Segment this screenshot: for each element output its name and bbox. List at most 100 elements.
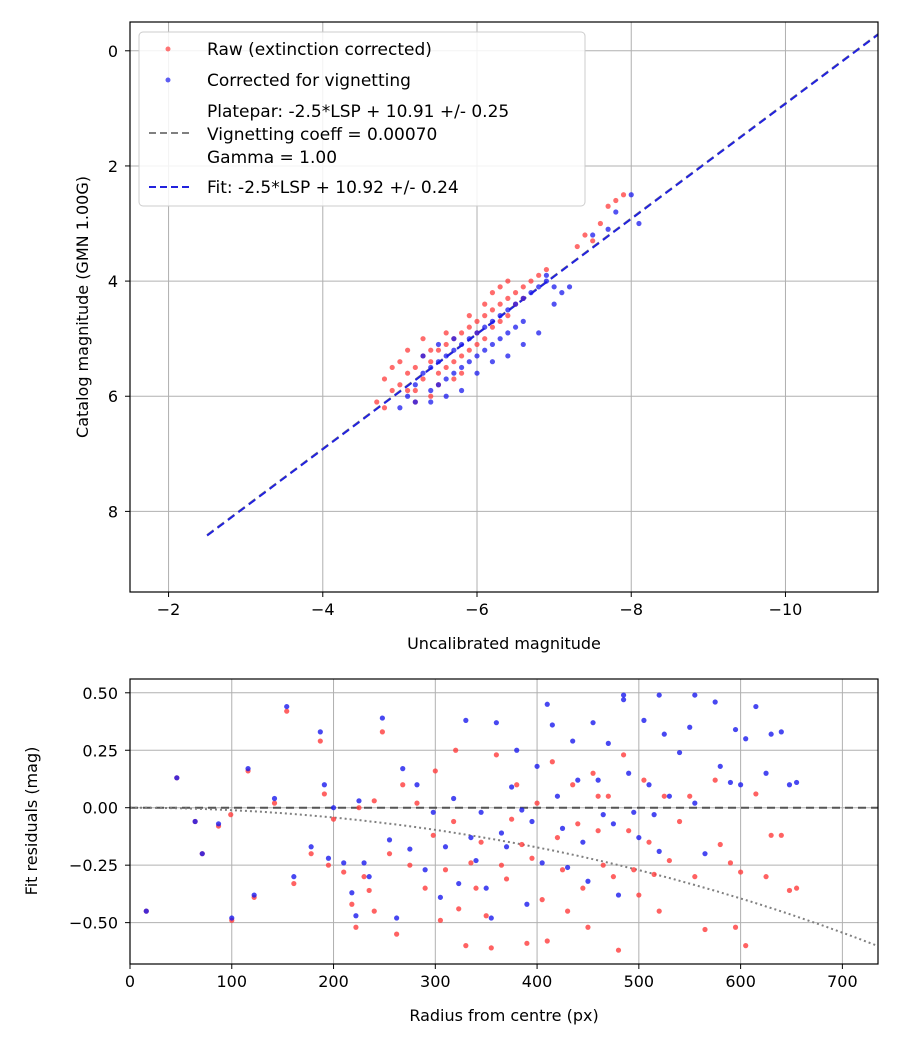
bottom-point — [349, 890, 355, 896]
bottom-point — [473, 857, 479, 864]
bottom-point — [284, 708, 290, 714]
bottom-point — [215, 821, 222, 827]
bottom-point — [743, 943, 749, 949]
legend: Raw (extinction corrected) Corrected for… — [138, 31, 586, 207]
bottom-point — [451, 818, 457, 825]
top-point — [474, 330, 480, 336]
bottom-x-tick-label: 200 — [318, 972, 349, 991]
bottom-point — [199, 851, 205, 857]
top-scatter-points — [374, 192, 642, 411]
top-point — [505, 307, 511, 313]
bottom-point — [245, 766, 251, 772]
bottom-point — [559, 825, 566, 831]
bottom-point — [570, 738, 576, 744]
top-plot-frame — [129, 21, 879, 593]
top-point — [605, 226, 611, 232]
top-point — [505, 330, 511, 336]
top-point — [428, 364, 434, 371]
bottom-point — [192, 818, 198, 825]
bottom-point — [580, 839, 586, 845]
bottom-point — [768, 731, 774, 737]
legend-box — [138, 31, 586, 207]
bottom-point — [291, 880, 297, 887]
bottom-x-tick-label: 300 — [420, 972, 451, 991]
bottom-point — [559, 867, 566, 873]
bottom-reference-lines — [130, 806, 878, 948]
bottom-point — [778, 729, 784, 735]
bottom-point — [478, 839, 484, 845]
bottom-point — [483, 913, 489, 919]
top-point — [451, 376, 457, 382]
bottom-point — [600, 862, 606, 868]
vignetting-curve — [130, 806, 878, 948]
top-point — [620, 192, 627, 198]
bottom-point — [379, 715, 385, 721]
bottom-point — [386, 837, 393, 843]
top-point — [435, 382, 442, 388]
top-point — [389, 364, 395, 371]
bottom-point — [422, 885, 428, 891]
legend-corrected-label: Corrected for vignetting — [207, 71, 411, 91]
bottom-point — [636, 834, 642, 841]
bottom-point — [483, 885, 489, 891]
bottom-point — [366, 887, 372, 894]
bottom-point — [605, 740, 611, 746]
bottom-point — [529, 818, 535, 825]
top-point — [466, 359, 472, 365]
bottom-point — [727, 779, 734, 786]
bottom-point — [353, 913, 359, 919]
bottom-point — [666, 857, 672, 864]
bottom-point — [620, 697, 627, 703]
bottom-point — [727, 860, 734, 866]
top-point — [397, 359, 403, 365]
top-point — [505, 295, 511, 301]
bottom-point — [656, 692, 662, 698]
bottom-point — [514, 747, 520, 753]
top-point — [536, 284, 542, 290]
top-point — [420, 353, 426, 359]
bottom-point — [317, 738, 323, 744]
bottom-point — [422, 867, 428, 873]
top-y-tick-label: 8 — [108, 502, 118, 521]
bottom-point — [656, 908, 662, 914]
bottom-point — [661, 731, 667, 737]
top-point — [435, 370, 442, 376]
bottom-point — [488, 915, 494, 921]
bottom-point — [641, 717, 647, 723]
bottom-point — [456, 906, 462, 912]
bottom-point — [610, 821, 617, 827]
top-point — [520, 318, 526, 324]
top-point — [466, 336, 472, 342]
bottom-point — [712, 699, 718, 705]
top-x-tick-label: −8 — [619, 600, 643, 619]
top-point — [443, 376, 449, 382]
bottom-point — [361, 860, 367, 866]
top-y-tick-label: 6 — [108, 387, 118, 406]
bottom-point — [575, 777, 581, 783]
bottom-point — [631, 867, 637, 873]
bottom-point — [394, 915, 400, 921]
bottom-point — [738, 869, 744, 875]
bottom-point — [341, 860, 347, 866]
bottom-point — [610, 874, 617, 880]
top-x-axis-label: Uncalibrated magnitude — [407, 634, 601, 653]
bottom-point — [228, 812, 234, 818]
bottom-point — [498, 830, 505, 836]
bottom-point — [743, 736, 749, 742]
bottom-point — [590, 770, 596, 776]
bottom-point — [534, 800, 540, 806]
bottom-point — [519, 841, 525, 848]
top-point — [505, 353, 511, 359]
legend-platepar-line2: Vignetting coeff = 0.00070 — [207, 125, 437, 145]
bottom-point — [229, 915, 235, 921]
top-point — [505, 313, 511, 319]
legend-platepar-line3: Gamma = 1.00 — [207, 148, 337, 168]
top-point — [528, 278, 534, 284]
top-point — [466, 313, 472, 319]
top-point — [397, 405, 403, 411]
bottom-point — [437, 917, 443, 923]
bottom-point — [437, 894, 443, 900]
bottom-point — [768, 832, 774, 838]
top-point — [520, 284, 526, 290]
